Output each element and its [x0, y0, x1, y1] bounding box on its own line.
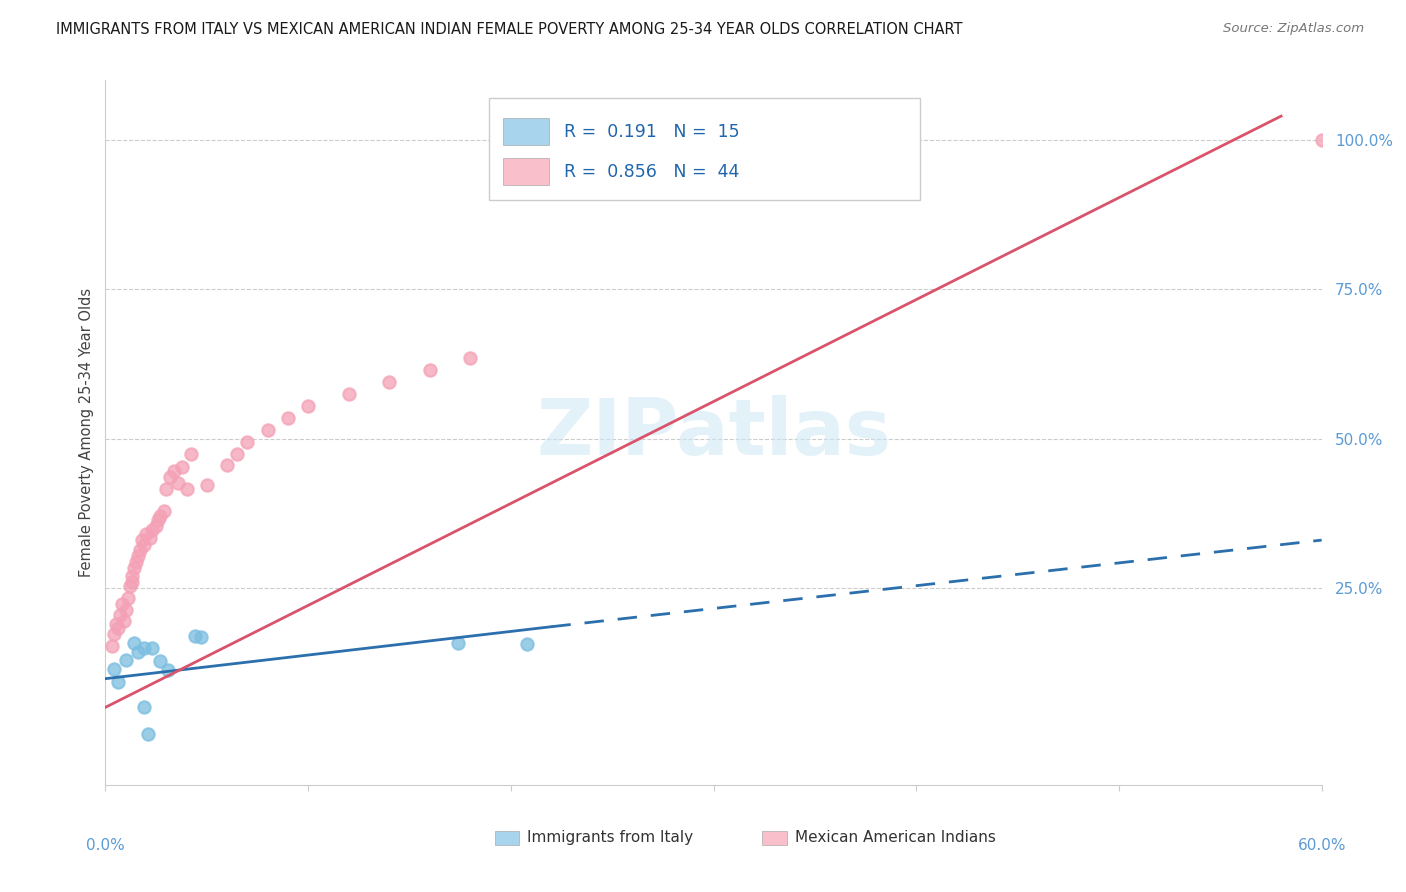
Point [149, 654, 172, 668]
Point [155, 483, 177, 497]
Point [122, 561, 145, 575]
Text: 60.0%: 60.0% [1298, 838, 1346, 853]
Point [112, 614, 135, 628]
Point [183, 629, 205, 643]
FancyBboxPatch shape [503, 159, 550, 186]
FancyBboxPatch shape [503, 119, 550, 145]
Point [121, 574, 143, 589]
Point [103, 627, 125, 641]
Point [141, 523, 163, 537]
Point [297, 399, 319, 413]
Text: Mexican American Indians: Mexican American Indians [794, 830, 995, 846]
Point [107, 622, 129, 636]
Point [1310, 133, 1333, 147]
Point [104, 616, 127, 631]
Point [236, 434, 259, 449]
Point [131, 533, 153, 548]
FancyBboxPatch shape [488, 98, 921, 200]
Point [226, 446, 249, 460]
Point [256, 423, 278, 437]
Point [118, 579, 141, 593]
Point [145, 519, 167, 533]
Point [180, 446, 202, 460]
Point [121, 569, 143, 583]
Point [114, 652, 136, 666]
Point [100, 640, 122, 654]
Point [139, 532, 162, 546]
Point [217, 458, 239, 473]
Point [516, 637, 538, 651]
FancyBboxPatch shape [762, 830, 786, 845]
Point [190, 631, 212, 645]
Point [132, 640, 155, 655]
Point [167, 475, 190, 490]
Point [195, 477, 218, 491]
Point [132, 700, 155, 714]
FancyBboxPatch shape [495, 830, 519, 845]
Point [157, 663, 180, 677]
Text: IMMIGRANTS FROM ITALY VS MEXICAN AMERICAN INDIAN FEMALE POVERTY AMONG 25-34 YEAR: IMMIGRANTS FROM ITALY VS MEXICAN AMERICA… [56, 22, 963, 37]
Point [127, 549, 149, 564]
Point [172, 460, 194, 475]
Point [108, 607, 131, 622]
Point [111, 597, 134, 611]
Text: ZIPatlas: ZIPatlas [536, 394, 891, 471]
Text: 0.0%: 0.0% [86, 838, 125, 853]
Point [125, 555, 148, 569]
Point [337, 386, 360, 401]
Point [122, 636, 145, 650]
Point [419, 363, 441, 377]
Point [277, 410, 299, 425]
Y-axis label: Female Poverty Among 25-34 Year Olds: Female Poverty Among 25-34 Year Olds [79, 288, 94, 577]
Point [129, 543, 152, 558]
Text: R =  0.856   N =  44: R = 0.856 N = 44 [564, 163, 740, 181]
Point [159, 470, 181, 484]
Point [141, 640, 163, 655]
Point [107, 674, 129, 689]
Point [127, 645, 149, 659]
Point [114, 603, 136, 617]
Point [132, 538, 155, 552]
Point [103, 661, 125, 675]
Point [176, 482, 198, 496]
Point [149, 509, 172, 524]
Point [447, 636, 470, 650]
Text: Source: ZipAtlas.com: Source: ZipAtlas.com [1223, 22, 1364, 36]
Point [136, 727, 159, 741]
Point [378, 375, 401, 389]
Point [153, 504, 176, 518]
Text: R =  0.191   N =  15: R = 0.191 N = 15 [564, 123, 740, 141]
Point [458, 351, 481, 365]
Point [163, 465, 186, 479]
Point [117, 591, 139, 605]
Text: Immigrants from Italy: Immigrants from Italy [527, 830, 693, 846]
Point [146, 513, 169, 527]
Point [135, 527, 157, 541]
